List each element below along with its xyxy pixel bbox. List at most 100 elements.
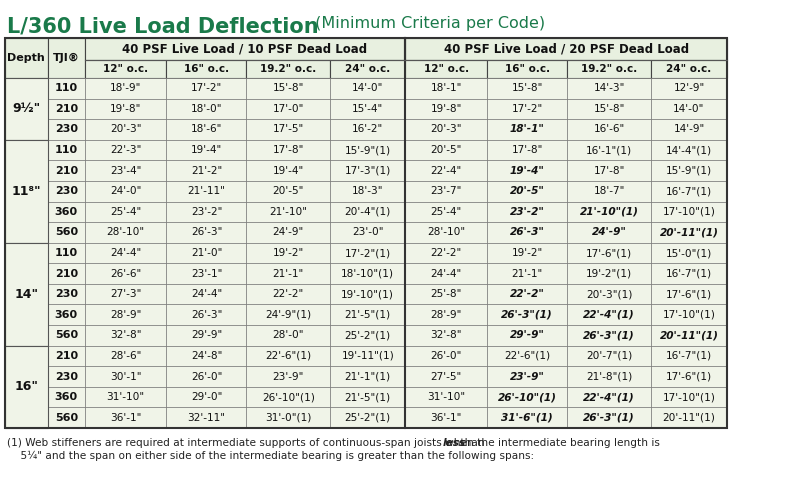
Bar xyxy=(487,387,567,407)
Bar xyxy=(166,119,246,140)
Text: 20'-4"(1): 20'-4"(1) xyxy=(345,207,391,217)
Text: 23'-2": 23'-2" xyxy=(191,207,222,217)
Text: 19'-2"(1): 19'-2"(1) xyxy=(586,269,632,279)
Text: 21'-1": 21'-1" xyxy=(512,269,542,279)
Bar xyxy=(330,60,405,78)
Bar xyxy=(246,140,330,160)
Bar xyxy=(48,387,85,407)
Bar xyxy=(487,78,567,99)
Bar xyxy=(48,325,85,346)
Bar xyxy=(330,99,405,119)
Text: 22'-2": 22'-2" xyxy=(509,289,545,299)
Text: 20'-5": 20'-5" xyxy=(272,186,304,196)
Bar xyxy=(567,78,651,99)
Bar xyxy=(246,325,330,346)
Text: 26'-10"(1): 26'-10"(1) xyxy=(498,392,557,402)
Bar xyxy=(246,407,330,428)
Bar xyxy=(48,366,85,387)
Bar xyxy=(85,201,166,222)
Bar xyxy=(651,263,727,284)
Text: 24'-9": 24'-9" xyxy=(592,227,626,238)
Bar xyxy=(405,99,487,119)
Text: 19'-4": 19'-4" xyxy=(191,145,222,155)
Bar xyxy=(405,181,487,201)
Bar xyxy=(48,243,85,263)
Text: 560: 560 xyxy=(55,413,78,423)
Text: 230: 230 xyxy=(55,186,78,196)
Bar xyxy=(651,325,727,346)
Bar xyxy=(166,325,246,346)
Text: 26'-3": 26'-3" xyxy=(191,227,222,238)
Bar xyxy=(567,181,651,201)
Bar xyxy=(246,160,330,181)
Text: 9½": 9½" xyxy=(13,102,41,116)
Text: 29'-9": 29'-9" xyxy=(509,330,545,340)
Text: 20'-3": 20'-3" xyxy=(430,124,462,134)
Text: 21'-5"(1): 21'-5"(1) xyxy=(345,310,391,320)
Bar xyxy=(5,346,48,366)
Text: 18'-0": 18'-0" xyxy=(191,104,222,114)
Bar xyxy=(166,201,246,222)
Text: than: than xyxy=(457,438,484,448)
Bar xyxy=(567,387,651,407)
Text: 15'-8": 15'-8" xyxy=(512,83,543,93)
Text: 560: 560 xyxy=(55,330,78,340)
Bar xyxy=(246,346,330,366)
Text: 110: 110 xyxy=(55,248,78,258)
Text: 24" o.c.: 24" o.c. xyxy=(345,64,390,74)
Bar xyxy=(651,346,727,366)
Bar xyxy=(85,140,166,160)
Bar xyxy=(85,119,166,140)
Bar xyxy=(330,284,405,305)
Bar xyxy=(405,160,487,181)
Text: 22'-2": 22'-2" xyxy=(431,248,462,258)
Bar xyxy=(5,99,48,119)
Bar xyxy=(166,99,246,119)
Bar xyxy=(487,201,567,222)
Bar xyxy=(246,181,330,201)
Bar xyxy=(166,140,246,160)
Bar xyxy=(85,222,166,243)
Text: 20'-5": 20'-5" xyxy=(509,186,545,196)
Bar xyxy=(166,263,246,284)
Text: 29'-9": 29'-9" xyxy=(191,330,222,340)
Bar xyxy=(5,366,48,387)
Bar xyxy=(330,140,405,160)
Bar xyxy=(405,346,487,366)
Text: 29'-0": 29'-0" xyxy=(191,392,222,402)
Bar xyxy=(5,78,48,99)
Bar xyxy=(85,305,166,325)
Bar xyxy=(166,60,246,78)
Bar xyxy=(330,222,405,243)
Bar xyxy=(567,243,651,263)
Bar xyxy=(5,325,48,346)
Text: 30'-1": 30'-1" xyxy=(110,372,141,381)
Bar xyxy=(567,160,651,181)
Text: 5¼" and the span on either side of the intermediate bearing is greater than the : 5¼" and the span on either side of the i… xyxy=(6,451,534,461)
Text: 20'-3"(1): 20'-3"(1) xyxy=(586,289,632,299)
Text: 18'-10"(1): 18'-10"(1) xyxy=(341,269,394,279)
Text: 16'-7"(1): 16'-7"(1) xyxy=(666,351,712,361)
Bar xyxy=(5,407,48,428)
Text: 560: 560 xyxy=(55,227,78,238)
Bar xyxy=(405,119,487,140)
Text: 360: 360 xyxy=(55,310,78,320)
Bar xyxy=(487,284,567,305)
Text: Depth: Depth xyxy=(7,53,46,63)
Text: 28'-9": 28'-9" xyxy=(431,310,462,320)
Text: 32'-8": 32'-8" xyxy=(110,330,141,340)
Bar xyxy=(487,243,567,263)
Text: 21'-2": 21'-2" xyxy=(191,166,222,176)
Bar xyxy=(85,160,166,181)
Bar xyxy=(651,119,727,140)
Text: 20'-11"(1): 20'-11"(1) xyxy=(659,330,718,340)
Text: 15'-9"(1): 15'-9"(1) xyxy=(345,145,391,155)
Text: less: less xyxy=(442,438,466,448)
Text: 24'-8": 24'-8" xyxy=(191,351,222,361)
Bar xyxy=(487,140,567,160)
Bar xyxy=(5,140,48,160)
Bar xyxy=(651,387,727,407)
Bar xyxy=(330,387,405,407)
Text: 210: 210 xyxy=(55,166,78,176)
Bar xyxy=(405,38,727,60)
